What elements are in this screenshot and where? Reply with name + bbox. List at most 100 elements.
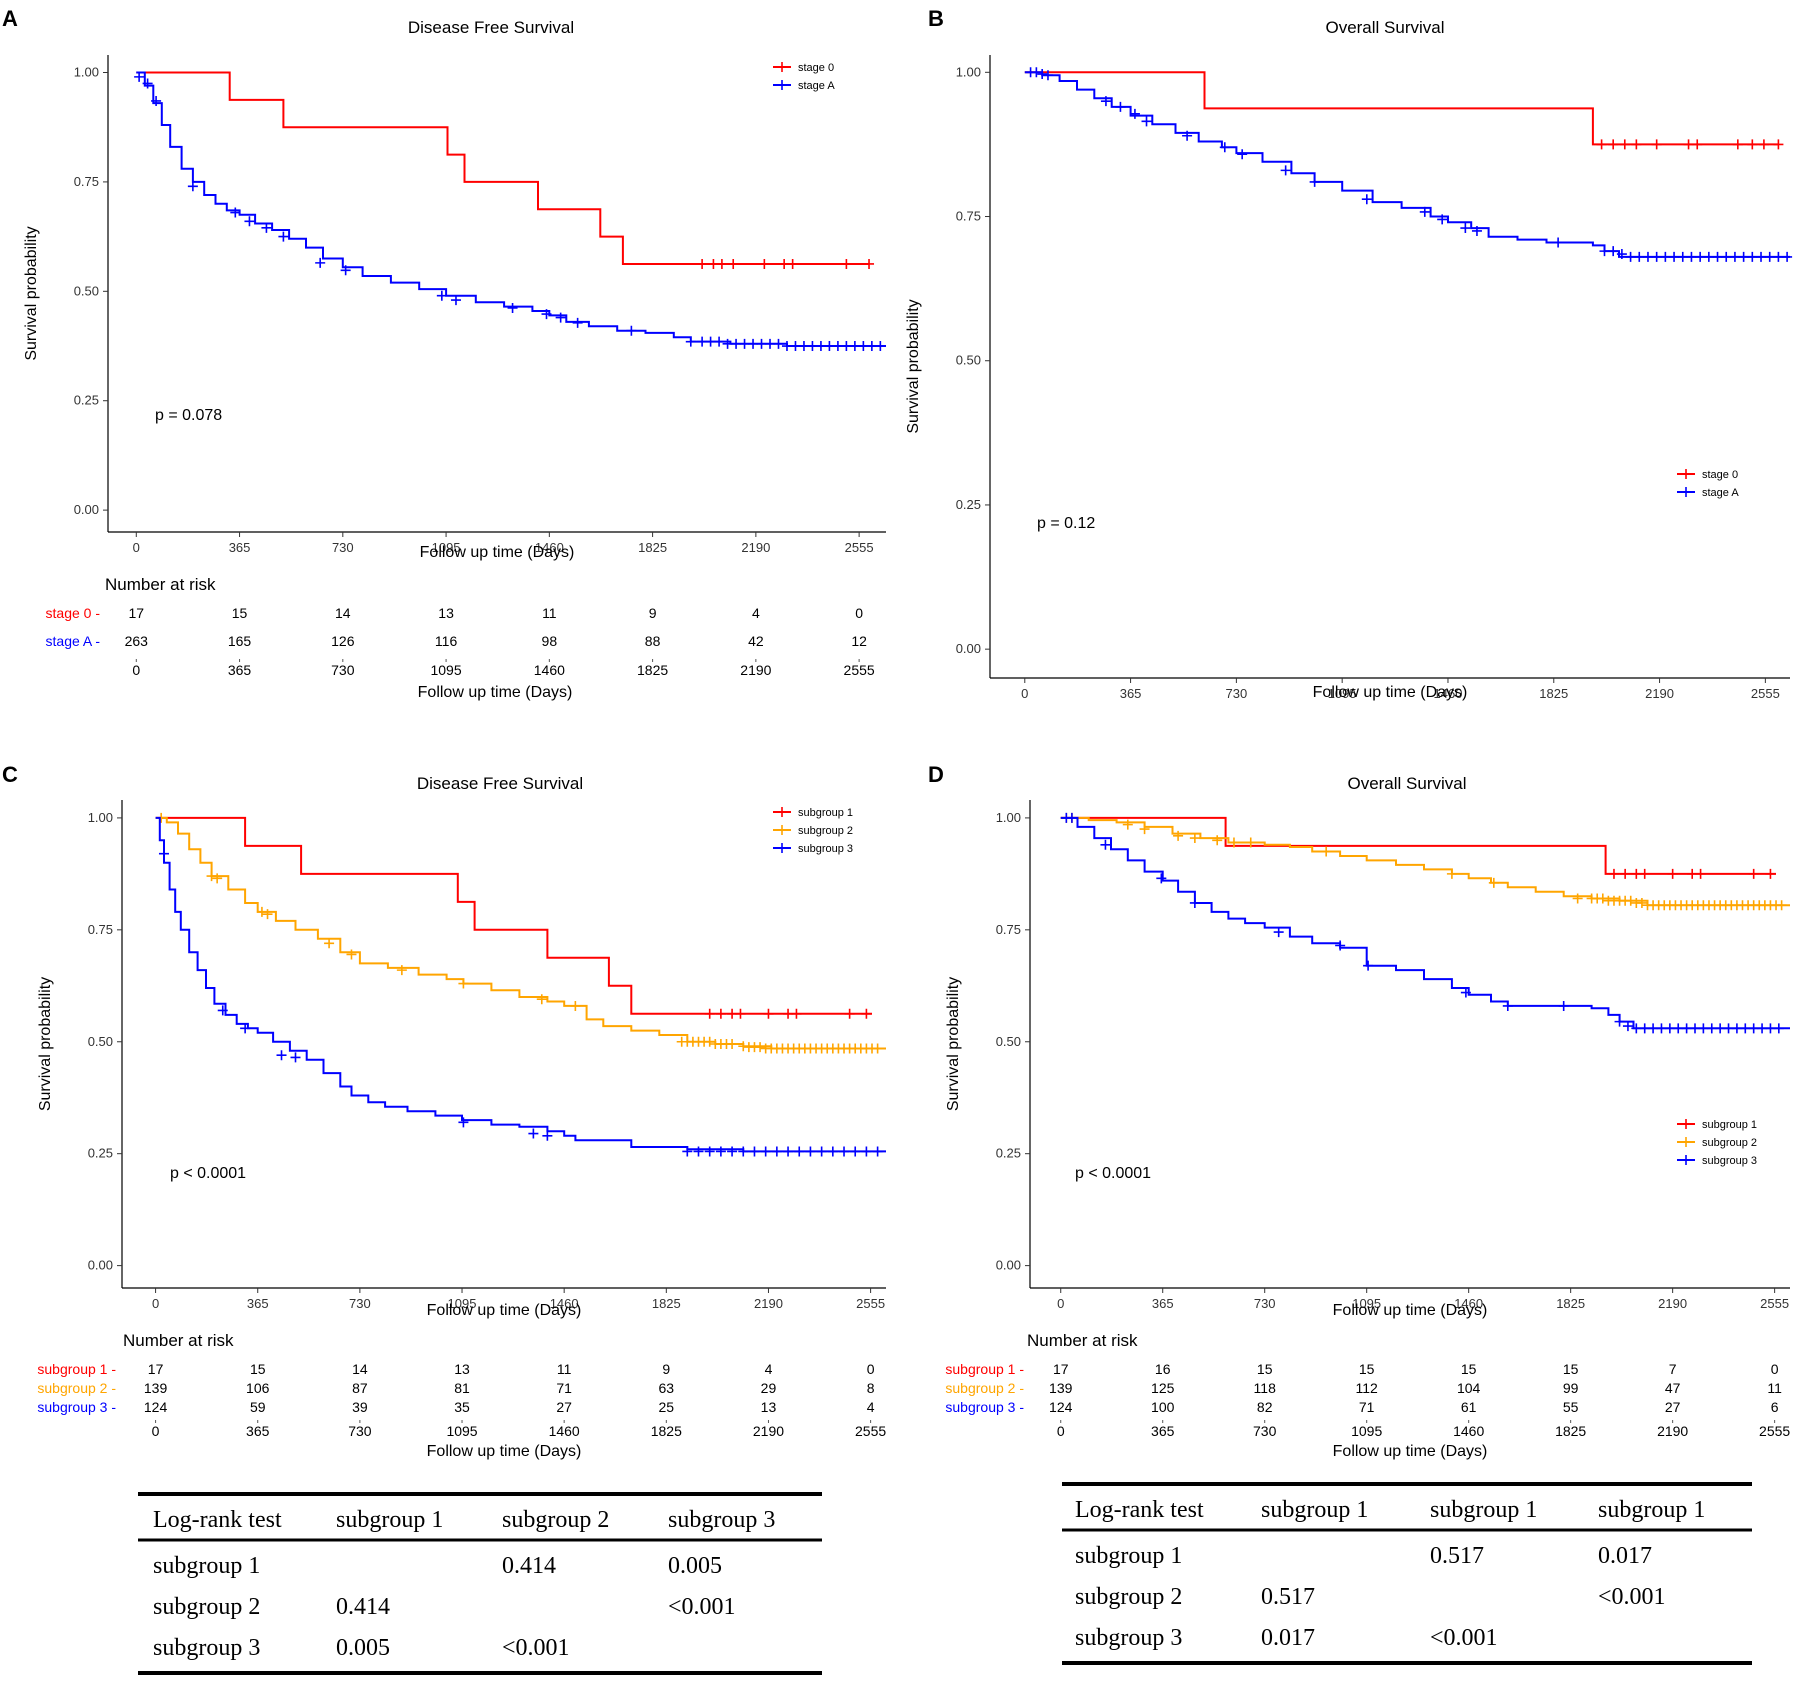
- censor-mark: [781, 341, 792, 352]
- censor-mark: [346, 949, 357, 960]
- risk-count: 139: [144, 1380, 168, 1396]
- legend-entry: stage 0: [798, 62, 834, 74]
- censor-mark: [1625, 251, 1636, 262]
- risk-count: 0: [1771, 1361, 1779, 1377]
- risk-group-label: subgroup 2 -: [37, 1380, 116, 1396]
- censor-mark: [794, 1146, 805, 1157]
- x-tick-label: 0: [1057, 1296, 1064, 1311]
- censor-mark: [697, 336, 708, 347]
- panel-d-plot: 0.00 0.25 0.50 0.75 1.00 0 365 730 1095 1460 1825 2…: [945, 800, 1790, 1319]
- y-tick-label: 1.00: [74, 65, 99, 80]
- risk-count: 165: [228, 633, 252, 649]
- censor-mark: [760, 1146, 771, 1157]
- censor-mark: [779, 258, 790, 269]
- panel-a-plot: 0.00 0.25 0.50 0.75 1.00 0 365 730 1095 1460 1825 2…: [23, 55, 886, 561]
- censor-mark: [759, 258, 770, 269]
- censor-mark: [708, 258, 719, 269]
- risk-count: 17: [148, 1361, 164, 1377]
- x-tick-label: 0: [133, 540, 140, 555]
- x-tick-label: 2190: [1658, 1296, 1687, 1311]
- censor-mark: [685, 336, 696, 347]
- censor-mark: [1773, 1023, 1784, 1034]
- censor-mark: [134, 71, 145, 82]
- risk-time-label: 1095: [1351, 1423, 1382, 1439]
- table-header-cell: Log-rank test: [153, 1507, 282, 1533]
- censor-mark: [206, 871, 217, 882]
- censor-mark: [1765, 868, 1776, 879]
- censor-mark: [262, 909, 273, 920]
- censor-mark: [807, 341, 818, 352]
- risk-count: 39: [352, 1399, 368, 1415]
- x-axis-label: Follow up time (Days): [420, 544, 575, 561]
- risk-count: 124: [144, 1399, 168, 1415]
- censor-mark: [240, 1023, 251, 1034]
- x-tick-label: 1095: [448, 1296, 477, 1311]
- table-row-label: subgroup 1: [153, 1553, 260, 1579]
- risk-count: 0: [855, 605, 863, 621]
- censor-mark: [844, 1008, 855, 1019]
- censor-mark: [1335, 940, 1346, 951]
- risk-time-label: 2190: [1657, 1423, 1688, 1439]
- risk-count: 55: [1563, 1399, 1579, 1415]
- y-tick-label: 0.00: [74, 502, 99, 517]
- panel-c-risk-table: subgroup 1 - 17 15 14 13 11 9 4 0 subgroup 2 - 139…: [37, 1361, 886, 1439]
- risk-time-label: 1825: [651, 1423, 682, 1439]
- survival-curve-stage-0: [136, 71, 869, 265]
- censor-mark: [783, 1008, 794, 1019]
- censor-mark: [738, 1146, 749, 1157]
- risk-count: 15: [1563, 1361, 1579, 1377]
- x-tick-label: 1095: [1352, 1296, 1381, 1311]
- censor-mark: [765, 338, 776, 349]
- risk-time-label: 1825: [1555, 1423, 1586, 1439]
- risk-count: 139: [1049, 1380, 1073, 1396]
- censor-mark: [1712, 251, 1723, 262]
- risk-count: 15: [1359, 1361, 1375, 1377]
- censor-mark: [536, 994, 547, 1005]
- censor-mark: [230, 207, 241, 218]
- risk-time-label: 1460: [534, 662, 565, 678]
- y-tick-label: 0.25: [956, 497, 981, 512]
- censor-mark: [1773, 251, 1784, 262]
- censor-mark: [1639, 868, 1650, 879]
- censor-mark: [1631, 1023, 1642, 1034]
- x-tick-label: 1825: [1556, 1296, 1585, 1311]
- risk-count: 47: [1665, 1380, 1681, 1396]
- table-cell-value: <0.001: [1430, 1625, 1498, 1651]
- x-tick-label: 365: [1120, 686, 1142, 701]
- risk-count: 13: [761, 1399, 777, 1415]
- risk-count: 4: [867, 1399, 875, 1415]
- risk-count: 124: [1049, 1399, 1073, 1415]
- panel-label-c: C: [2, 762, 18, 787]
- censor-mark: [697, 258, 708, 269]
- x-tick-label: 1460: [550, 1296, 579, 1311]
- panel-c-plot: 0.00 0.25 0.50 0.75 1.00 0 365 730 1095 1460 1825 2…: [37, 800, 886, 1319]
- censor-mark: [290, 1052, 301, 1063]
- risk-count: 87: [352, 1380, 368, 1396]
- risk-count: 61: [1461, 1399, 1477, 1415]
- panel-d-pvalue: p < 0.0001: [1075, 1165, 1151, 1182]
- censor-mark: [1721, 251, 1732, 262]
- censor-mark: [1660, 251, 1671, 262]
- risk-group-label: subgroup 1 -: [945, 1361, 1024, 1377]
- censor-mark: [1681, 1023, 1692, 1034]
- censor-mark: [841, 341, 852, 352]
- censor-mark: [1189, 897, 1200, 908]
- censor-mark: [1608, 246, 1619, 257]
- risk-time-label: 365: [1151, 1423, 1175, 1439]
- risk-count: 14: [352, 1361, 368, 1377]
- risk-count: 4: [765, 1361, 773, 1377]
- censor-mark: [1037, 69, 1048, 80]
- y-tick-label: 0.75: [956, 209, 981, 224]
- x-tick-label: 2190: [741, 540, 770, 555]
- censor-mark: [1748, 1023, 1759, 1034]
- y-axis-label: Survival probability: [23, 226, 40, 360]
- risk-time-label: 365: [228, 662, 252, 678]
- risk-time-label: 2190: [740, 662, 771, 678]
- risk-count: 8: [867, 1380, 875, 1396]
- censor-mark: [841, 258, 852, 269]
- survival-curve-subgroup-1: [155, 816, 872, 1015]
- censor-mark: [1599, 246, 1610, 257]
- censor-mark: [436, 290, 447, 301]
- risk-count: 126: [331, 633, 355, 649]
- survival-curve-subgroup-2: [1060, 816, 1790, 907]
